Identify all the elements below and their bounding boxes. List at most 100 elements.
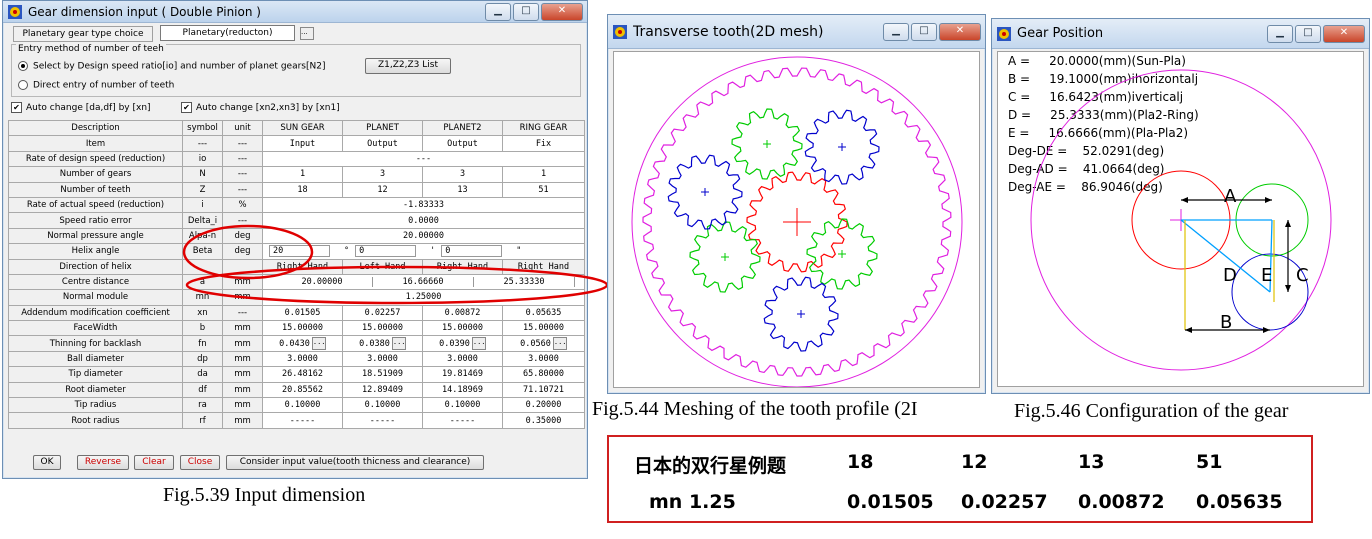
row-symbol: Delta_i: [182, 212, 223, 229]
value-cell[interactable]: 26.48162: [262, 366, 343, 383]
table-row: Normal pressure angle Alpa-n deg 20.00000: [8, 227, 585, 245]
value-cell[interactable]: 0.10000: [342, 397, 423, 414]
value-cell[interactable]: 0.05635: [502, 304, 585, 322]
value-cell[interactable]: Output: [422, 135, 503, 152]
consider-input-button[interactable]: Consider input value(tooth thicness and …: [226, 455, 484, 470]
value-cell[interactable]: 1: [262, 166, 343, 183]
value-cell[interactable]: 15.00000: [422, 320, 503, 337]
value-cell[interactable]: 51: [502, 181, 585, 198]
maximize-button[interactable]: □: [513, 2, 539, 21]
value-cell[interactable]: 0.02257: [342, 304, 423, 322]
type-choice-field[interactable]: Planetary(reducton): [160, 25, 295, 41]
centre-distance-value[interactable]: 16.66660: [373, 277, 474, 288]
gear-position-diagram: A B C D E: [1030, 69, 1332, 371]
value-cell[interactable]: 18: [262, 181, 343, 198]
helix-input[interactable]: 0: [355, 245, 417, 258]
radio-direct-entry[interactable]: Direct entry of number of teeth: [18, 80, 174, 91]
clear-button[interactable]: Clear: [134, 455, 174, 470]
value-cell[interactable]: 20.85562: [262, 381, 343, 399]
value-cell[interactable]: 19.81469: [422, 366, 503, 383]
pos-line-deg-ae: Deg-AE = 86.9046(deg): [1008, 180, 1163, 194]
value-cell[interactable]: 0.0430...: [262, 335, 343, 352]
list-button[interactable]: Z1,Z2,Z3 List: [365, 58, 451, 74]
value-cell[interactable]: 12: [342, 181, 423, 198]
value-cell[interactable]: -----: [422, 412, 503, 429]
close-window-button[interactable]: ✕: [541, 2, 583, 21]
centre-distance-value[interactable]: 20.00000: [272, 277, 373, 288]
value-cell[interactable]: Left Hand: [342, 258, 423, 275]
value-cell[interactable]: 0.01505: [262, 304, 343, 322]
type-choice-more-button[interactable]: ...: [300, 27, 314, 40]
value-cell[interactable]: 12.89409: [342, 381, 423, 399]
value-field[interactable]: ---: [262, 150, 585, 168]
ok-button[interactable]: OK: [33, 455, 61, 470]
value-cell[interactable]: 15.00000: [342, 320, 423, 337]
value-cell[interactable]: 0.0390...: [422, 335, 503, 352]
radio-design-speed[interactable]: Select by Design speed ratio[io] and num…: [18, 61, 325, 72]
row-unit: mm: [222, 412, 263, 429]
value-cell[interactable]: 3.0000: [502, 350, 585, 368]
value-cell[interactable]: 18.51909: [342, 366, 423, 383]
summary-z-sun: 18: [847, 451, 874, 473]
cell-value: 0.01505: [284, 307, 321, 318]
reverse-button[interactable]: Reverse: [77, 455, 129, 470]
label-d: D: [1223, 265, 1237, 286]
value-cell[interactable]: 71.10721: [502, 381, 585, 399]
summary-x-sun: 0.01505: [847, 491, 934, 513]
backlash-more-button[interactable]: ...: [311, 337, 326, 351]
value-cell[interactable]: 15.00000: [262, 320, 343, 337]
close-window-button[interactable]: ✕: [939, 22, 981, 41]
minimize-button[interactable]: ▁: [485, 2, 511, 21]
value-cell[interactable]: 3.0000: [342, 350, 423, 368]
value-field[interactable]: -1.83333: [262, 196, 585, 214]
value-cell[interactable]: 1: [502, 166, 585, 183]
auto-change-da-df[interactable]: ✔ Auto change [da,df] by [xn]: [11, 102, 151, 113]
value-cell[interactable]: Output: [342, 135, 423, 152]
value-cell[interactable]: -----: [262, 412, 343, 429]
value-cell[interactable]: 0.10000: [262, 397, 343, 414]
value-cell[interactable]: 3: [422, 166, 503, 183]
value-cell[interactable]: Right Hand: [262, 258, 343, 275]
maximize-button[interactable]: □: [1295, 24, 1321, 43]
cell-value: 3.0000: [367, 354, 398, 365]
value-cell[interactable]: 3.0000: [262, 350, 343, 368]
row-unit: ---: [222, 181, 263, 198]
minimize-button[interactable]: ▁: [883, 22, 909, 41]
value-cell[interactable]: Input: [262, 135, 343, 152]
helix-input[interactable]: 0: [441, 245, 503, 258]
value-cell[interactable]: 15.00000: [502, 320, 585, 337]
close-button[interactable]: Close: [180, 455, 220, 470]
value-cell[interactable]: 13: [422, 181, 503, 198]
value-cell[interactable]: Right Hand: [422, 258, 503, 275]
value-cell[interactable]: 0.0560...: [502, 335, 585, 352]
value-cell[interactable]: 0.00872: [422, 304, 503, 322]
value-cell[interactable]: 0.35000: [502, 412, 585, 429]
helix-input[interactable]: 20: [269, 245, 330, 258]
value-cell[interactable]: 3: [342, 166, 423, 183]
summary-box: 日本的双行星例题 18 12 13 51 mn 1.25 0.01505 0.0…: [607, 435, 1313, 523]
value-cell[interactable]: Right Hand: [502, 258, 585, 275]
value-field[interactable]: 1.25000: [262, 289, 585, 306]
backlash-more-button[interactable]: ...: [391, 337, 406, 351]
cell-value: 65.80000: [523, 369, 564, 380]
value-cell[interactable]: 3.0000: [422, 350, 503, 368]
minimize-button[interactable]: ▁: [1267, 24, 1293, 43]
maximize-button[interactable]: □: [911, 22, 937, 41]
cell-value: 26.48162: [282, 369, 323, 380]
auto-change-xn[interactable]: ✔ Auto change [xn2,xn3] by [xn1]: [181, 102, 340, 113]
value-cell[interactable]: Fix: [502, 135, 585, 152]
table-row: Addendum modification coefficient xn --- 0.…: [8, 304, 585, 322]
value-cell[interactable]: 0.20000: [502, 397, 585, 414]
value-cell[interactable]: 0.10000: [422, 397, 503, 414]
value-cell[interactable]: 65.80000: [502, 366, 585, 383]
value-cell[interactable]: -----: [342, 412, 423, 429]
backlash-more-button[interactable]: ...: [552, 337, 567, 351]
close-window-button[interactable]: ✕: [1323, 24, 1365, 43]
value-field[interactable]: 0.0000: [262, 212, 585, 229]
centre-distance-value[interactable]: 25.33330: [474, 277, 575, 288]
row-unit: %: [222, 196, 263, 214]
value-field[interactable]: 20.00000: [262, 227, 585, 245]
backlash-more-button[interactable]: ...: [471, 337, 486, 351]
value-cell[interactable]: 14.18969: [422, 381, 503, 399]
value-cell[interactable]: 0.0380...: [342, 335, 423, 352]
